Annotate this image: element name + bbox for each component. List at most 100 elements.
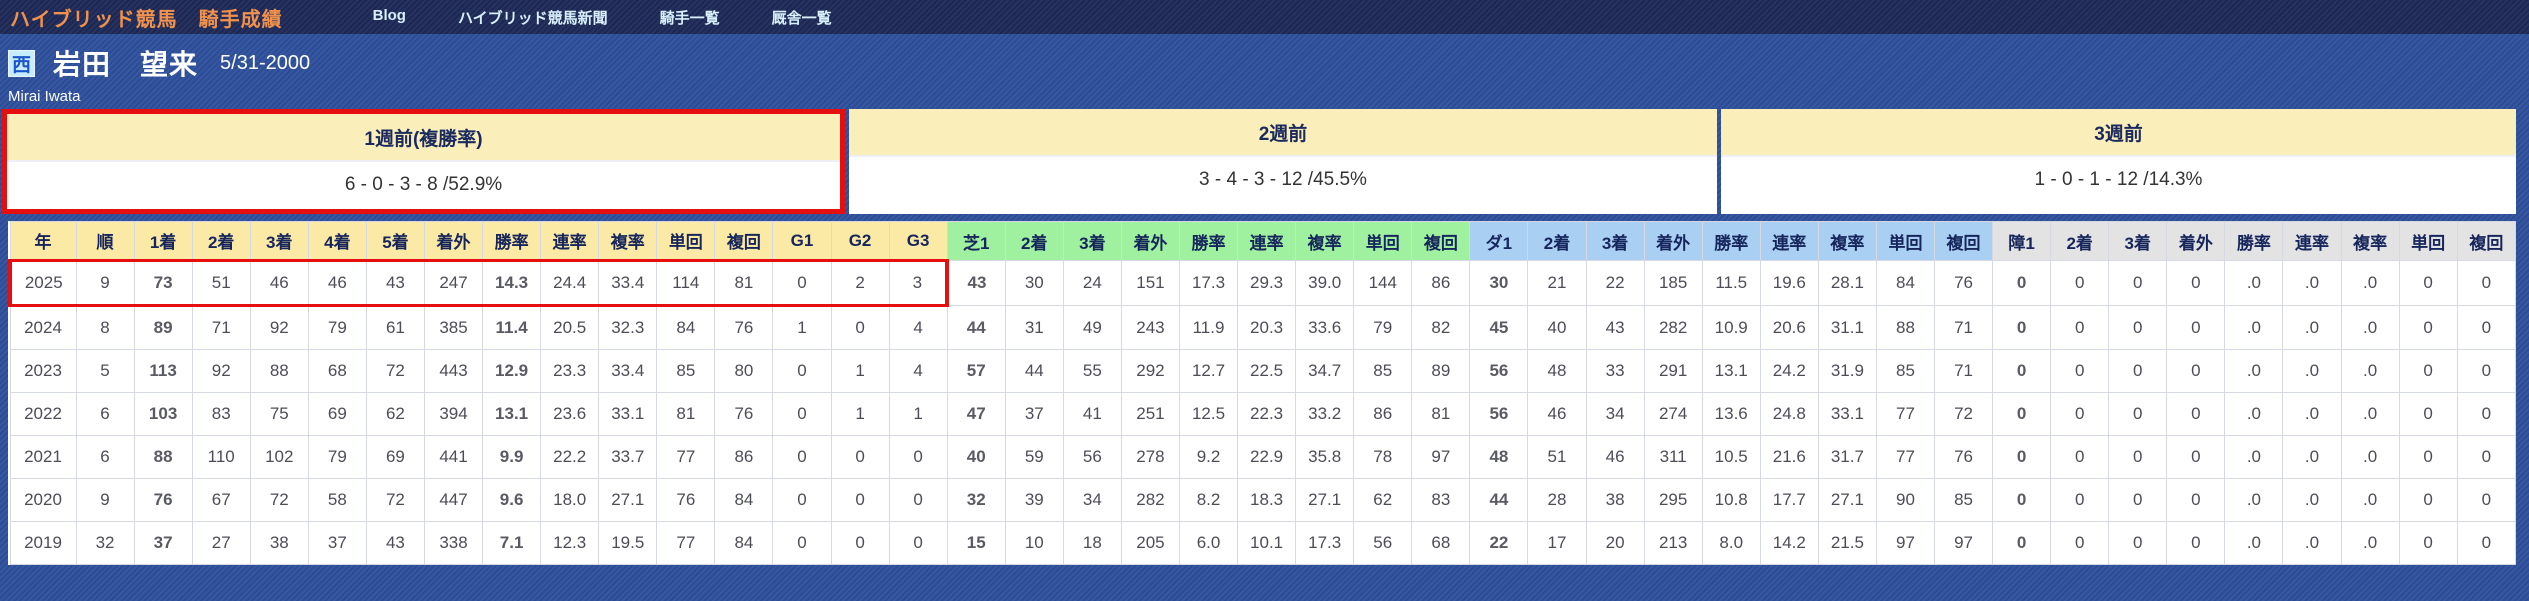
stat-cell: 11.5 xyxy=(1701,260,1761,306)
stat-cell: 0 xyxy=(2108,305,2168,350)
table-row: 2021 6 88 110 102 79 69 441 9.9 22.2 33.7 77 86 0 0 0 40… xyxy=(9,435,2517,479)
stat-cell: 55 xyxy=(1062,349,1122,393)
column-header: 複回 xyxy=(2456,221,2517,261)
stat-cell: 0 xyxy=(2456,392,2517,436)
column-header: 複回 xyxy=(1933,221,1994,261)
stat-cell: 18.0 xyxy=(540,478,600,522)
stat-cell: .0 xyxy=(2224,435,2284,479)
stat-cell: 0 xyxy=(2050,260,2110,306)
stat-cell: 56 xyxy=(1062,435,1122,479)
column-header: 勝率 xyxy=(2224,221,2284,261)
stat-cell: 43 xyxy=(365,259,425,307)
stat-cell: 0 xyxy=(2398,349,2458,393)
stat-cell: 1 xyxy=(888,392,948,436)
stat-cell: .0 xyxy=(2340,392,2400,436)
stat-cell: 274 xyxy=(1643,392,1703,436)
stat-cell: 18.3 xyxy=(1237,478,1297,522)
nav-link-newspaper[interactable]: ハイブリッド競馬新聞 xyxy=(457,9,608,27)
stat-cell: .0 xyxy=(2224,260,2284,306)
table-row: 2025 9 73 51 46 46 43 247 14.3 24.4 33.4 114 81 0 2 3 43… xyxy=(8,259,2517,307)
column-header: 複率 xyxy=(1817,221,1877,261)
stat-cell: 110 xyxy=(191,435,251,479)
yearly-stats-table: 年順 1着 2着 3着 4着 5着 着外 勝率 連率 複率 単回 複回 G1 G2 G3 芝1 2着 3着 着外 勝率… xyxy=(8,221,2517,565)
stat-cell: 4 xyxy=(888,349,948,393)
stat-cell: 72 xyxy=(365,349,425,393)
stat-cell: .0 xyxy=(2340,435,2400,479)
summary-box-value: 6 - 0 - 3 - 8 /52.9% xyxy=(7,160,840,209)
stat-cell: 0 xyxy=(2050,305,2110,350)
stat-cell: 79 xyxy=(1353,305,1413,350)
stat-cell: .0 xyxy=(2282,349,2342,393)
stat-cell: 49 xyxy=(1062,305,1122,350)
summary-box-label: 1週前(複勝率) xyxy=(7,114,840,160)
nav-link-stable-list[interactable]: 厩舎一覧 xyxy=(771,9,832,27)
stat-cell: 0 xyxy=(772,349,832,393)
column-header: 単回 xyxy=(1353,221,1413,261)
column-header: G3 xyxy=(888,221,948,261)
stat-cell: 29.3 xyxy=(1237,260,1297,306)
stat-cell: 13.1 xyxy=(1701,349,1761,393)
stat-cell: 0 xyxy=(2456,305,2517,350)
stat-cell: 35.8 xyxy=(1295,435,1355,479)
stat-cell: 0 xyxy=(2166,392,2226,436)
stat-cell: 20.5 xyxy=(540,305,600,350)
stat-cell: 0 xyxy=(1992,521,2052,565)
stat-cell: .0 xyxy=(2340,478,2400,522)
stat-cell: 24.2 xyxy=(1759,349,1819,393)
stat-cell: .0 xyxy=(2340,305,2400,350)
stat-cell: 0 xyxy=(1992,260,2052,306)
stat-cell: 185 xyxy=(1643,260,1703,306)
stat-cell: 22.2 xyxy=(540,435,600,479)
stat-cell: 0 xyxy=(1992,435,2052,479)
stat-cell: 9 xyxy=(75,259,135,307)
stat-cell: 88 xyxy=(133,435,193,479)
stat-cell: 0 xyxy=(1992,349,2052,393)
stat-cell: 97 xyxy=(1933,521,1994,565)
column-header: 2着 xyxy=(1004,221,1064,261)
stat-cell: 17.7 xyxy=(1759,478,1819,522)
stat-cell: 33.1 xyxy=(598,392,658,436)
column-header: 着外 xyxy=(423,221,484,261)
stat-cell: 76 xyxy=(714,392,774,436)
column-header: G1 xyxy=(772,221,832,261)
year-cell: 2019 xyxy=(9,521,77,565)
nav-link-jockey-list[interactable]: 騎手一覧 xyxy=(659,9,720,27)
nav-link-blog[interactable]: Blog xyxy=(372,6,406,24)
stat-cell: 14.3 xyxy=(482,259,542,307)
stat-cell: 22 xyxy=(1469,521,1529,565)
stat-cell: 33.1 xyxy=(1817,392,1877,436)
stat-cell: 76 xyxy=(133,478,193,522)
stat-cell: 89 xyxy=(133,305,193,350)
stat-cell: 0 xyxy=(2398,521,2458,565)
stat-cell: 291 xyxy=(1643,349,1703,393)
stat-cell: 17.3 xyxy=(1295,521,1355,565)
summary-box: 3週前 1 - 0 - 1 - 12 /14.3% xyxy=(1721,109,2516,214)
summary-box-label: 2週前 xyxy=(849,109,1717,155)
stat-cell: 46 xyxy=(1585,435,1645,479)
stat-cell: .0 xyxy=(2282,392,2342,436)
stat-cell: 77 xyxy=(1875,392,1936,436)
stat-cell: 213 xyxy=(1643,521,1703,565)
stat-cell: 44 xyxy=(1469,478,1529,522)
stat-cell: .0 xyxy=(2340,349,2400,393)
stat-cell: 13.6 xyxy=(1701,392,1761,436)
column-header: 芝1 xyxy=(946,221,1006,261)
stat-cell: 1 xyxy=(772,305,832,350)
top-nav-bar: ハイブリッド競馬 騎手成績 Blog ハイブリッド競馬新聞 騎手一覧 厩舎一覧 xyxy=(0,0,2529,34)
stat-cell: 61 xyxy=(365,305,425,350)
stat-cell: 37 xyxy=(133,521,193,565)
stat-cell: 32 xyxy=(75,521,135,565)
stat-cell: 39 xyxy=(1004,478,1064,522)
stat-cell: 0 xyxy=(2456,260,2517,306)
stat-cell: 8 xyxy=(75,305,135,350)
stat-cell: 0 xyxy=(2398,478,2458,522)
stat-cell: 43 xyxy=(1585,305,1645,350)
jockey-name-romaji: Mirai Iwata xyxy=(8,88,81,105)
stat-cell: 51 xyxy=(191,259,251,307)
stat-cell: 71 xyxy=(1933,305,1994,350)
column-header: 連率 xyxy=(540,221,600,261)
stat-cell: 43 xyxy=(946,260,1006,306)
stat-cell: 0 xyxy=(2398,305,2458,350)
column-header: 単回 xyxy=(656,221,716,261)
stat-cell: 82 xyxy=(1411,305,1471,350)
